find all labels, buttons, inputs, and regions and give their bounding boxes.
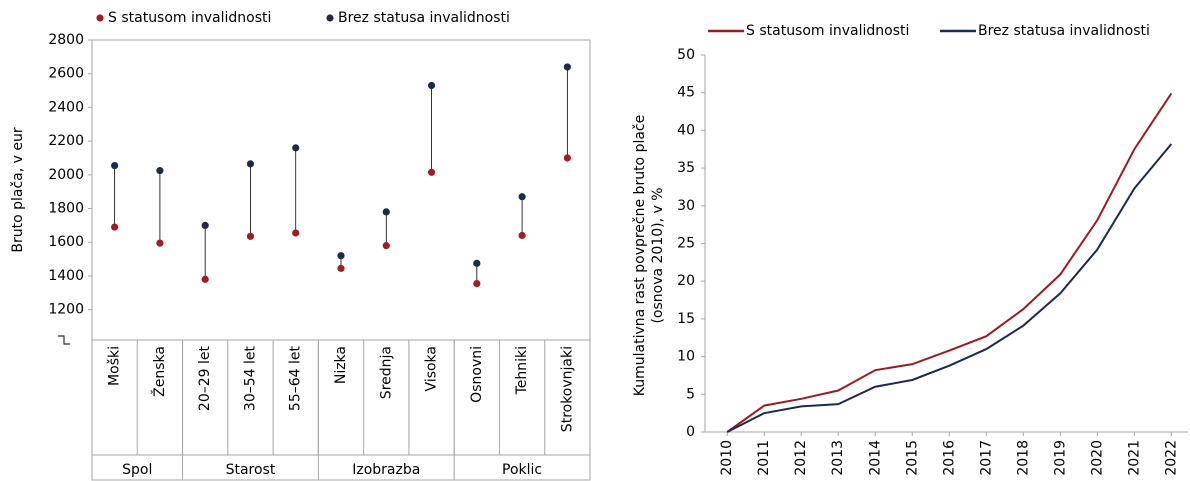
y-tick-label: 1200 xyxy=(48,302,84,318)
legend-label: Brez statusa invalidnosti xyxy=(978,23,1150,39)
legend-label: Brez statusa invalidnosti xyxy=(338,10,510,26)
legend-label: S statusom invalidnosti xyxy=(746,23,909,39)
y-tick-label: 30 xyxy=(677,198,695,214)
x-tick-label: 20–29 let xyxy=(197,345,213,411)
line xyxy=(726,143,1173,433)
x-tick-label: Ženska xyxy=(150,346,168,397)
dot xyxy=(292,229,300,237)
dot xyxy=(518,193,526,201)
dot xyxy=(382,242,390,250)
x-tick-label: 2014 xyxy=(867,440,883,476)
axis-break xyxy=(58,335,70,345)
x-tick-label: 2012 xyxy=(793,440,809,476)
line xyxy=(726,92,1173,433)
x-tick-label: Tehniki xyxy=(514,346,530,395)
y-axis-label: (osnova 2010), v % xyxy=(650,187,666,323)
x-tick-label: 55–64 let xyxy=(288,345,304,411)
x-tick-label: 2022 xyxy=(1163,440,1179,476)
y-tick-label: 1600 xyxy=(48,234,84,250)
dot xyxy=(292,144,300,152)
group-label: Starost xyxy=(226,462,276,478)
x-tick-label: 2017 xyxy=(978,440,994,476)
dot xyxy=(337,252,345,260)
x-tick-label: 2016 xyxy=(941,440,957,476)
dot xyxy=(246,160,255,168)
x-tick-label: 30–54 let xyxy=(242,345,258,411)
dot xyxy=(201,221,209,229)
y-tick-label: 5 xyxy=(686,386,695,402)
plot-frame xyxy=(91,39,591,481)
dot xyxy=(382,208,390,216)
x-tick-label: 2021 xyxy=(1126,440,1142,476)
y-tick-label: 0 xyxy=(686,424,695,440)
group-label: Izobrazba xyxy=(352,462,420,478)
dot xyxy=(473,279,481,288)
y-tick-label: 35 xyxy=(677,160,695,176)
group-label: Spol xyxy=(122,462,152,478)
x-tick-label: Strokovnjaki xyxy=(559,346,575,432)
y-tick-label: 10 xyxy=(677,349,695,365)
x-tick-label: Visoka xyxy=(424,346,440,391)
y-tick-label: 2000 xyxy=(48,167,84,183)
y-axis-label: Kumulativna rast povprečne bruto plače xyxy=(632,115,648,396)
x-tick-label: Osnovni xyxy=(469,346,485,403)
x-tick-label: Moški xyxy=(107,346,123,386)
dot xyxy=(518,231,526,240)
dot xyxy=(563,63,571,71)
group-label: Poklic xyxy=(502,462,542,478)
x-tick-label: 2018 xyxy=(1015,440,1031,476)
dot xyxy=(427,168,436,176)
x-tick-label: 2015 xyxy=(904,440,920,476)
x-tick-label: 2019 xyxy=(1052,440,1068,476)
dot xyxy=(156,239,164,247)
legend-dot xyxy=(96,14,104,22)
y-tick-label: 40 xyxy=(677,122,695,138)
y-tick-label: 1800 xyxy=(48,201,84,217)
dot xyxy=(427,81,436,90)
dot xyxy=(111,223,119,231)
x-tick-label: Nizka xyxy=(333,346,349,384)
y-tick-label: 2600 xyxy=(48,66,84,82)
x-tick-label: 2020 xyxy=(1089,440,1105,476)
dot xyxy=(201,275,209,283)
x-tick-label: 2011 xyxy=(756,440,772,476)
dot xyxy=(337,264,345,272)
x-tick-label: 2010 xyxy=(719,440,735,476)
dot xyxy=(563,154,571,162)
dot xyxy=(473,259,481,267)
legend-label: S statusom invalidnosti xyxy=(108,10,271,26)
y-tick-label: 1400 xyxy=(48,268,84,284)
dot xyxy=(246,232,255,240)
y-tick-label: 15 xyxy=(677,311,695,327)
x-tick-label: 2013 xyxy=(830,440,846,476)
y-tick-label: 25 xyxy=(677,236,695,252)
legend-dot xyxy=(326,14,334,22)
dot xyxy=(111,161,119,170)
y-axis-label: Bruto plača, v eur xyxy=(10,127,26,252)
y-tick-label: 50 xyxy=(677,47,695,63)
y-tick-label: 2400 xyxy=(48,99,84,115)
y-tick-label: 2200 xyxy=(48,133,84,149)
x-tick-label: Srednja xyxy=(378,346,394,399)
y-tick-label: 20 xyxy=(677,273,695,289)
dot xyxy=(156,167,164,175)
y-tick-label: 45 xyxy=(677,85,695,101)
y-tick-label: 2800 xyxy=(48,32,84,48)
